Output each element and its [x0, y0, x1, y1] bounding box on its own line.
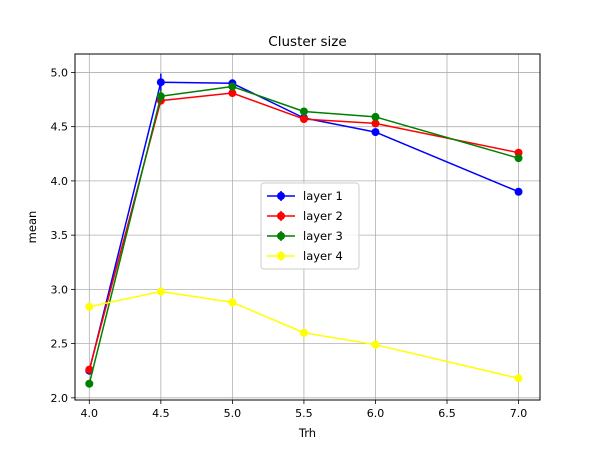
legend-label: layer 1 [303, 189, 343, 203]
data-point [228, 82, 237, 91]
y-tick-label: 4.0 [51, 175, 69, 188]
series-line [88, 81, 519, 371]
y-axis-label: mean [25, 211, 39, 244]
series-line [88, 85, 519, 384]
data-point [299, 328, 308, 337]
data-point [514, 154, 523, 163]
x-tick-label: 4.0 [81, 407, 99, 420]
axis-ticks: 4.0 4.5 5.0 5.5 6.0 6.5 7.0 2.0 2.5 3.0 3.5 4.0 4.5 5… [51, 66, 528, 420]
data-point [514, 187, 523, 196]
data-point [85, 365, 94, 374]
data-point [85, 302, 94, 311]
series-group [85, 73, 523, 388]
series-3 [85, 82, 523, 388]
x-tick-label: 7.0 [510, 407, 528, 420]
x-tick-label: 5.0 [224, 407, 242, 420]
data-point [299, 115, 308, 124]
data-point [299, 107, 308, 116]
legend-label: layer 3 [303, 229, 343, 243]
x-axis-label: Trh [298, 426, 316, 440]
legend: layer 1 layer 2 layer 3 layer 4 [260, 182, 360, 270]
data-point [156, 92, 165, 101]
x-tick-label: 6.5 [438, 407, 456, 420]
data-point [371, 119, 380, 128]
data-point [85, 379, 94, 388]
plot-area-frame [74, 53, 541, 401]
data-point [371, 128, 380, 137]
legend-box [260, 182, 360, 270]
series-4 [85, 287, 523, 383]
data-point [156, 78, 165, 87]
chart-title: Cluster size [268, 34, 346, 50]
legend-marker [277, 212, 285, 220]
x-tick-label: 6.0 [367, 407, 385, 420]
legend-label: layer 2 [303, 209, 343, 223]
data-point [156, 287, 165, 296]
y-tick-label: 3.0 [51, 283, 69, 296]
data-point [228, 298, 237, 307]
data-point [371, 112, 380, 121]
y-tick-label: 2.0 [51, 392, 69, 405]
x-tick-label: 4.5 [152, 407, 170, 420]
y-tick-label: 3.5 [51, 229, 69, 242]
data-point [228, 89, 237, 98]
y-tick-label: 5.0 [51, 66, 69, 79]
series-line [89, 290, 519, 380]
x-tick-label: 5.5 [295, 407, 313, 420]
legend-label: layer 4 [303, 249, 343, 263]
legend-marker [277, 232, 285, 240]
y-tick-label: 2.5 [51, 338, 69, 351]
y-tick-label: 4.5 [51, 121, 69, 134]
legend-marker [277, 192, 285, 200]
data-point [371, 340, 380, 349]
data-point [514, 374, 523, 383]
legend-marker [277, 252, 285, 260]
